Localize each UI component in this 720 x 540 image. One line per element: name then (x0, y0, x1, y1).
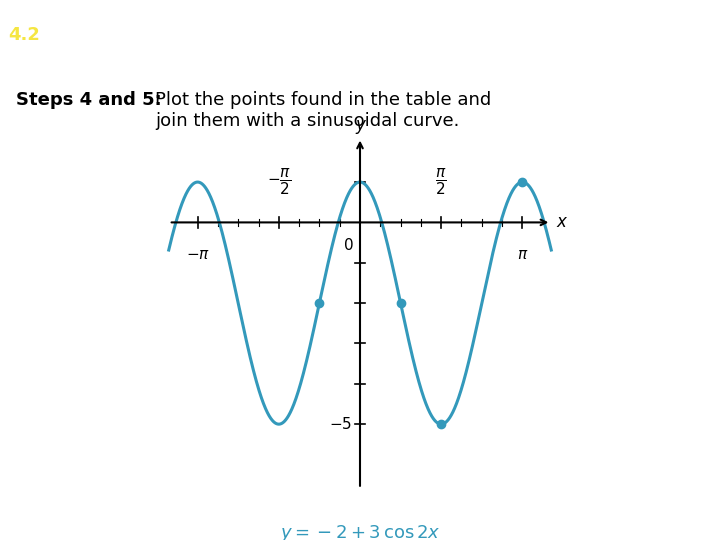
Text: $-\dfrac{\pi}{2}$: $-\dfrac{\pi}{2}$ (266, 167, 291, 198)
Text: $\dfrac{\pi}{2}$: $\dfrac{\pi}{2}$ (436, 167, 447, 198)
Text: y: y (355, 116, 365, 133)
Text: Steps 4 and 5:: Steps 4 and 5: (16, 91, 161, 109)
Text: $-5$: $-5$ (329, 416, 352, 432)
Text: $\pi$: $\pi$ (517, 247, 528, 261)
Text: y: y (297, 23, 314, 47)
Text: bx: bx (445, 23, 479, 47)
Text: PEARSON: PEARSON (576, 506, 680, 525)
Text: Copyright © 2013, 2009, 2005 Pearson Education, Inc.: Copyright © 2013, 2009, 2005 Pearson Edu… (207, 511, 513, 521)
Text: ALWAYS LEARNING: ALWAYS LEARNING (14, 511, 117, 521)
Text: cos: cos (402, 23, 466, 47)
Text: 0: 0 (343, 238, 354, 253)
Text: =: = (313, 23, 351, 47)
Text: $-\pi$: $-\pi$ (186, 247, 210, 261)
Text: 30: 30 (695, 507, 718, 525)
Text: Plot the points found in the table and
join them with a sinusoidal curve.: Plot the points found in the table and j… (155, 91, 491, 130)
Text: +: + (359, 23, 397, 47)
Text: c: c (344, 23, 359, 47)
Text: $y = -2 + 3\,\cos 2x$: $y = -2 + 3\,\cos 2x$ (279, 523, 441, 540)
Text: 4.2: 4.2 (9, 26, 40, 44)
Text: x: x (557, 213, 567, 232)
Text: Example 4 Graphing: Example 4 Graphing (45, 23, 338, 47)
Text: (cont.): (cont.) (475, 26, 540, 44)
Text: a: a (387, 23, 403, 47)
